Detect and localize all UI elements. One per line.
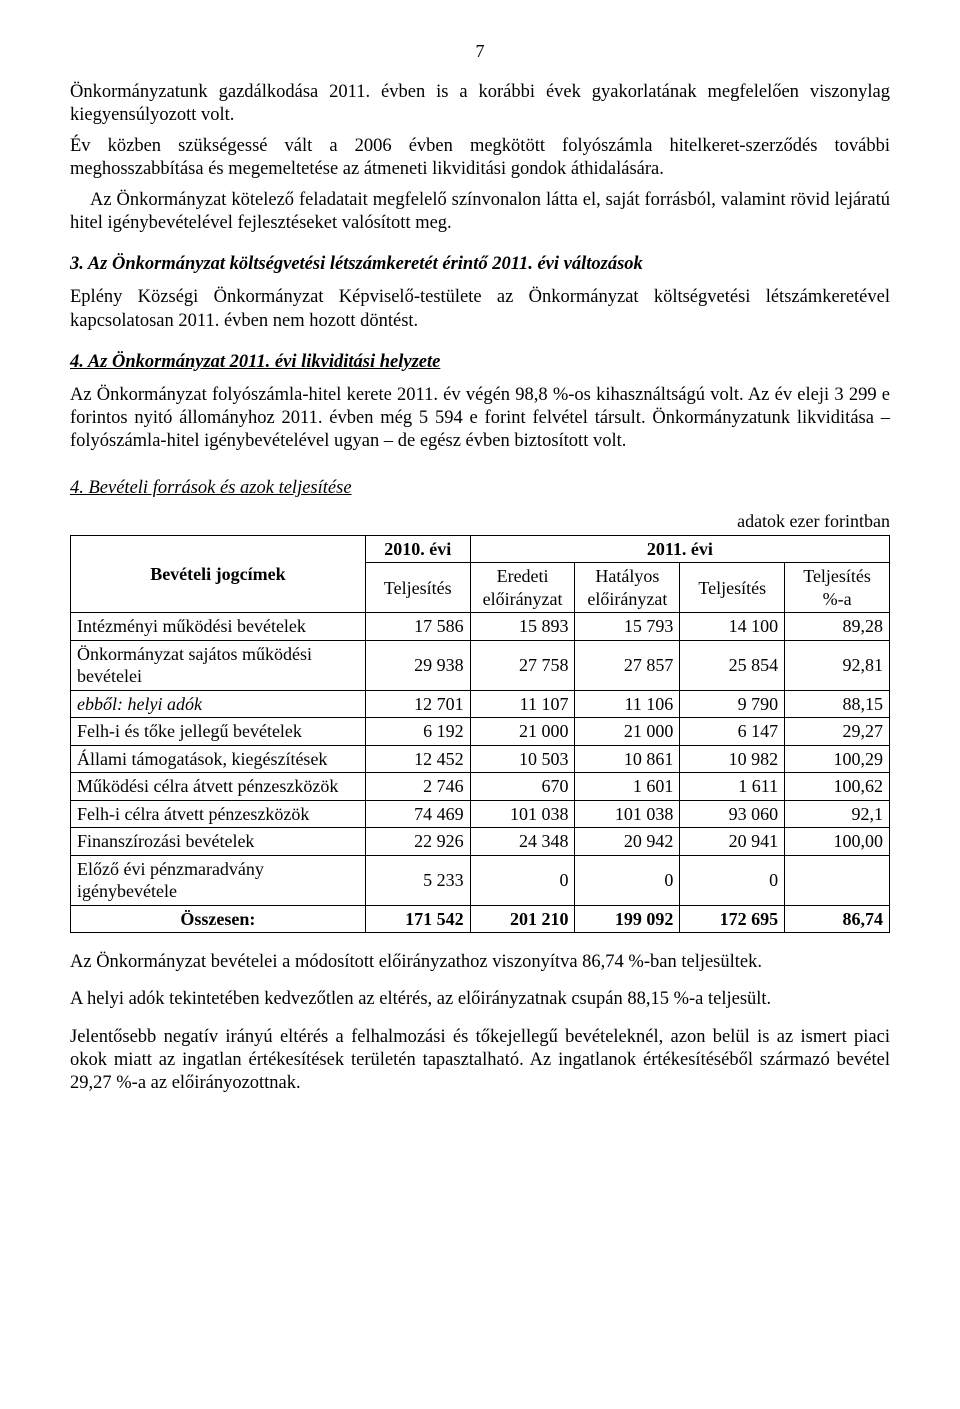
row-label: Intézményi működési bevételek	[71, 613, 366, 641]
row-value: 0	[575, 855, 680, 905]
total-value: 86,74	[785, 905, 890, 933]
row-value	[785, 855, 890, 905]
row-value: 670	[470, 773, 575, 801]
row-value: 20 941	[680, 828, 785, 856]
row-label: Önkormányzat sajátos működési bevételei	[71, 640, 366, 690]
row-value: 15 793	[575, 613, 680, 641]
paragraph-3: Az Önkormányzat kötelező feladatait megf…	[70, 189, 890, 235]
th-telj-2011: Teljesítés	[680, 563, 785, 613]
paragraph-2: Év közben szükségessé vált a 2006 évben …	[70, 135, 890, 181]
row-value: 20 942	[575, 828, 680, 856]
row-value: 12 452	[365, 745, 470, 773]
row-value: 100,29	[785, 745, 890, 773]
row-label: Előző évi pénzmaradvány igénybevétele	[71, 855, 366, 905]
revenue-table: Bevételi jogcímek 2010. évi 2011. évi Te…	[70, 535, 890, 934]
row-label: Felh-i célra átvett pénzeszközök	[71, 800, 366, 828]
row-value: 21 000	[575, 718, 680, 746]
paragraph-6: Az Önkormányzat bevételei a módosított e…	[70, 951, 890, 974]
row-value: 15 893	[470, 613, 575, 641]
row-value: 22 926	[365, 828, 470, 856]
table-total-row: Összesen:171 542201 210199 092172 69586,…	[71, 905, 890, 933]
row-label: ebből: helyi adók	[71, 690, 366, 718]
th-year-2011: 2011. évi	[470, 535, 889, 563]
row-value: 24 348	[470, 828, 575, 856]
table-row: Előző évi pénzmaradvány igénybevétele5 2…	[71, 855, 890, 905]
table-row: ebből: helyi adók12 70111 10711 1069 790…	[71, 690, 890, 718]
row-value: 100,62	[785, 773, 890, 801]
th-telj-2010: Teljesítés	[365, 563, 470, 613]
table-row: Felh-i célra átvett pénzeszközök74 46910…	[71, 800, 890, 828]
total-value: 172 695	[680, 905, 785, 933]
section-heading-3: 3. Az Önkormányzat költségvetési létszám…	[70, 253, 890, 276]
table-caption: adatok ezer forintban	[70, 510, 890, 533]
row-value: 74 469	[365, 800, 470, 828]
row-value: 29 938	[365, 640, 470, 690]
table-row: Finanszírozási bevételek22 92624 34820 9…	[71, 828, 890, 856]
total-value: 171 542	[365, 905, 470, 933]
row-value: 5 233	[365, 855, 470, 905]
row-value: 10 982	[680, 745, 785, 773]
row-value: 21 000	[470, 718, 575, 746]
th-telj-pct: Teljesítés %-a	[785, 563, 890, 613]
row-value: 92,1	[785, 800, 890, 828]
row-value: 11 107	[470, 690, 575, 718]
paragraph-4: Eplény Községi Önkormányzat Képviselő-te…	[70, 286, 890, 332]
table-row: Önkormányzat sajátos működési bevételei2…	[71, 640, 890, 690]
row-value: 89,28	[785, 613, 890, 641]
row-value: 29,27	[785, 718, 890, 746]
total-label: Összesen:	[71, 905, 366, 933]
row-value: 88,15	[785, 690, 890, 718]
row-value: 9 790	[680, 690, 785, 718]
row-value: 2 746	[365, 773, 470, 801]
table-header-row-1: Bevételi jogcímek 2010. évi 2011. évi	[71, 535, 890, 563]
total-value: 201 210	[470, 905, 575, 933]
table-row: Intézményi működési bevételek17 58615 89…	[71, 613, 890, 641]
row-value: 1 601	[575, 773, 680, 801]
row-value: 6 147	[680, 718, 785, 746]
row-value: 27 857	[575, 640, 680, 690]
row-value: 100,00	[785, 828, 890, 856]
section-heading-4: 4. Az Önkormányzat 2011. évi likviditási…	[70, 351, 890, 374]
row-value: 101 038	[470, 800, 575, 828]
row-value: 10 503	[470, 745, 575, 773]
table-row: Működési célra átvett pénzeszközök2 7466…	[71, 773, 890, 801]
th-eredeti: Eredeti előirányzat	[470, 563, 575, 613]
row-value: 101 038	[575, 800, 680, 828]
row-value: 14 100	[680, 613, 785, 641]
paragraph-5: Az Önkormányzat folyószámla-hitel kerete…	[70, 384, 890, 453]
page-container: 7 Önkormányzatunk gazdálkodása 2011. évb…	[0, 0, 960, 1143]
row-value: 17 586	[365, 613, 470, 641]
page-number: 7	[70, 40, 890, 63]
table-row: Állami támogatások, kiegészítések12 4521…	[71, 745, 890, 773]
row-value: 27 758	[470, 640, 575, 690]
row-label: Állami támogatások, kiegészítések	[71, 745, 366, 773]
th-rowlabel: Bevételi jogcímek	[71, 535, 366, 613]
paragraph-1: Önkormányzatunk gazdálkodása 2011. évben…	[70, 81, 890, 127]
th-year-2010: 2010. évi	[365, 535, 470, 563]
row-label: Felh-i és tőke jellegű bevételek	[71, 718, 366, 746]
row-value: 10 861	[575, 745, 680, 773]
section-heading-5: 4. Bevételi források és azok teljesítése	[70, 477, 890, 500]
paragraph-7: A helyi adók tekintetében kedvezőtlen az…	[70, 988, 890, 1011]
row-value: 92,81	[785, 640, 890, 690]
table-head: Bevételi jogcímek 2010. évi 2011. évi Te…	[71, 535, 890, 613]
paragraph-8: Jelentősebb negatív irányú eltérés a fel…	[70, 1026, 890, 1095]
row-value: 0	[680, 855, 785, 905]
row-label: Működési célra átvett pénzeszközök	[71, 773, 366, 801]
row-value: 11 106	[575, 690, 680, 718]
row-label: Finanszírozási bevételek	[71, 828, 366, 856]
row-value: 25 854	[680, 640, 785, 690]
row-value: 93 060	[680, 800, 785, 828]
row-value: 6 192	[365, 718, 470, 746]
table-row: Felh-i és tőke jellegű bevételek6 19221 …	[71, 718, 890, 746]
row-value: 12 701	[365, 690, 470, 718]
row-value: 0	[470, 855, 575, 905]
total-value: 199 092	[575, 905, 680, 933]
table-body: Intézményi működési bevételek17 58615 89…	[71, 613, 890, 933]
row-value: 1 611	[680, 773, 785, 801]
th-hatalyos: Hatályos előirányzat	[575, 563, 680, 613]
